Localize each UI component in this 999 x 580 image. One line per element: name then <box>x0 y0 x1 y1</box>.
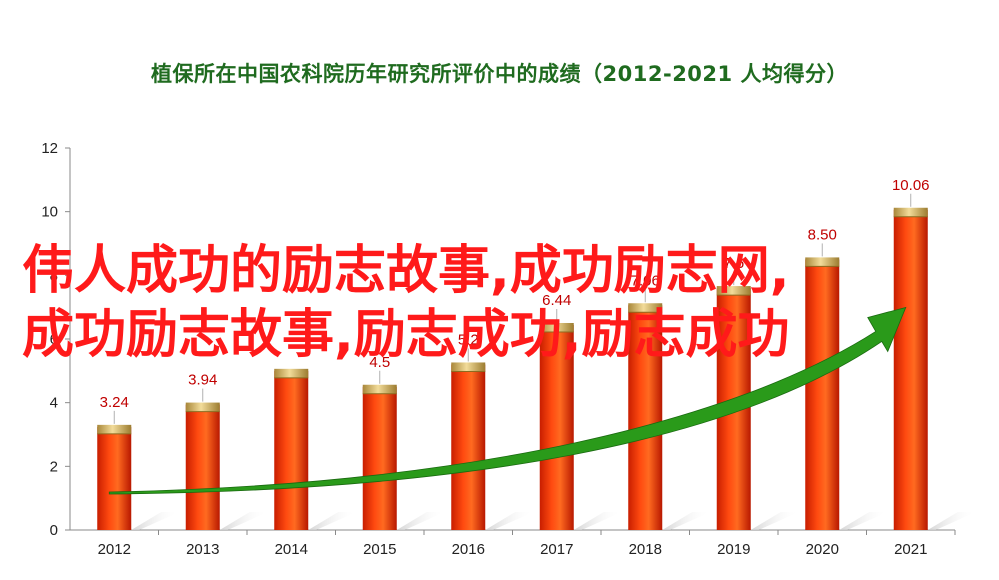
bar-cap <box>539 322 574 332</box>
bar-shadow <box>219 512 268 530</box>
bar-shadow <box>750 512 799 530</box>
bar <box>451 364 486 530</box>
bar-cap <box>716 286 751 296</box>
x-tick-label: 2018 <box>629 541 662 558</box>
x-tick-label: 2017 <box>540 541 573 558</box>
y-tick-label: 6 <box>50 331 58 348</box>
x-tick-label: 2014 <box>275 541 308 558</box>
bar-shadow <box>396 512 445 530</box>
data-label: 4.5 <box>369 354 390 371</box>
y-tick-label: 8 <box>50 267 58 284</box>
bar-cap <box>97 424 132 434</box>
growth-arrow <box>108 306 907 495</box>
data-label: 6.44 <box>542 292 571 309</box>
watermark: 伟人成功的励志故事,成功励志网, 成功励志故事,励志成功,励志成功 <box>22 241 790 365</box>
data-label: 3.24 <box>100 394 129 411</box>
watermark-line-2: 成功励志故事,励志成功,励志成功 <box>22 305 790 365</box>
bar-cap <box>185 402 220 412</box>
bar <box>539 324 574 530</box>
data-label: 7.6 <box>723 255 744 272</box>
bar-shadow <box>662 512 711 530</box>
data-label: 10.06 <box>892 177 930 194</box>
bar-cap <box>451 362 486 372</box>
data-label: 3.94 <box>188 372 217 389</box>
bar-cap <box>893 207 928 217</box>
chart-title: 植保所在中国农科院历年研究所评价中的成绩（2012-2021 人均得分） <box>151 62 848 86</box>
y-tick-label: 4 <box>50 395 58 412</box>
y-tick-label: 2 <box>50 458 58 475</box>
x-tick-label: 2019 <box>717 541 750 558</box>
data-label: 8.50 <box>808 226 837 243</box>
bar-shadow <box>839 512 888 530</box>
bar-shadow <box>573 512 622 530</box>
x-tick-label: 2015 <box>363 541 396 558</box>
bar <box>185 404 220 530</box>
bar <box>274 370 309 530</box>
bar-shadow <box>927 512 976 530</box>
bar-cap <box>362 384 397 394</box>
x-tick-label: 2021 <box>894 541 927 558</box>
bar <box>628 305 663 530</box>
bar-cap <box>805 257 840 267</box>
y-tick-label: 0 <box>50 522 58 539</box>
y-tick-label: 12 <box>41 140 58 157</box>
data-label: 5.2 <box>458 331 479 348</box>
bar <box>97 426 132 530</box>
y-tick-label: 10 <box>41 204 58 221</box>
data-label: 7.06 <box>631 272 660 289</box>
bar-cap <box>274 368 309 378</box>
bar <box>362 386 397 530</box>
x-tick-label: 2012 <box>98 541 131 558</box>
bar-shadow <box>485 512 534 530</box>
watermark-line-1: 伟人成功的励志故事,成功励志网, <box>22 241 790 301</box>
x-tick-label: 2020 <box>806 541 839 558</box>
bar <box>805 259 840 530</box>
bar <box>893 209 928 531</box>
bar-cap <box>628 303 663 313</box>
x-tick-label: 2016 <box>452 541 485 558</box>
bar-shadow <box>131 512 180 530</box>
bar-shadow <box>308 512 357 530</box>
x-tick-label: 2013 <box>186 541 219 558</box>
